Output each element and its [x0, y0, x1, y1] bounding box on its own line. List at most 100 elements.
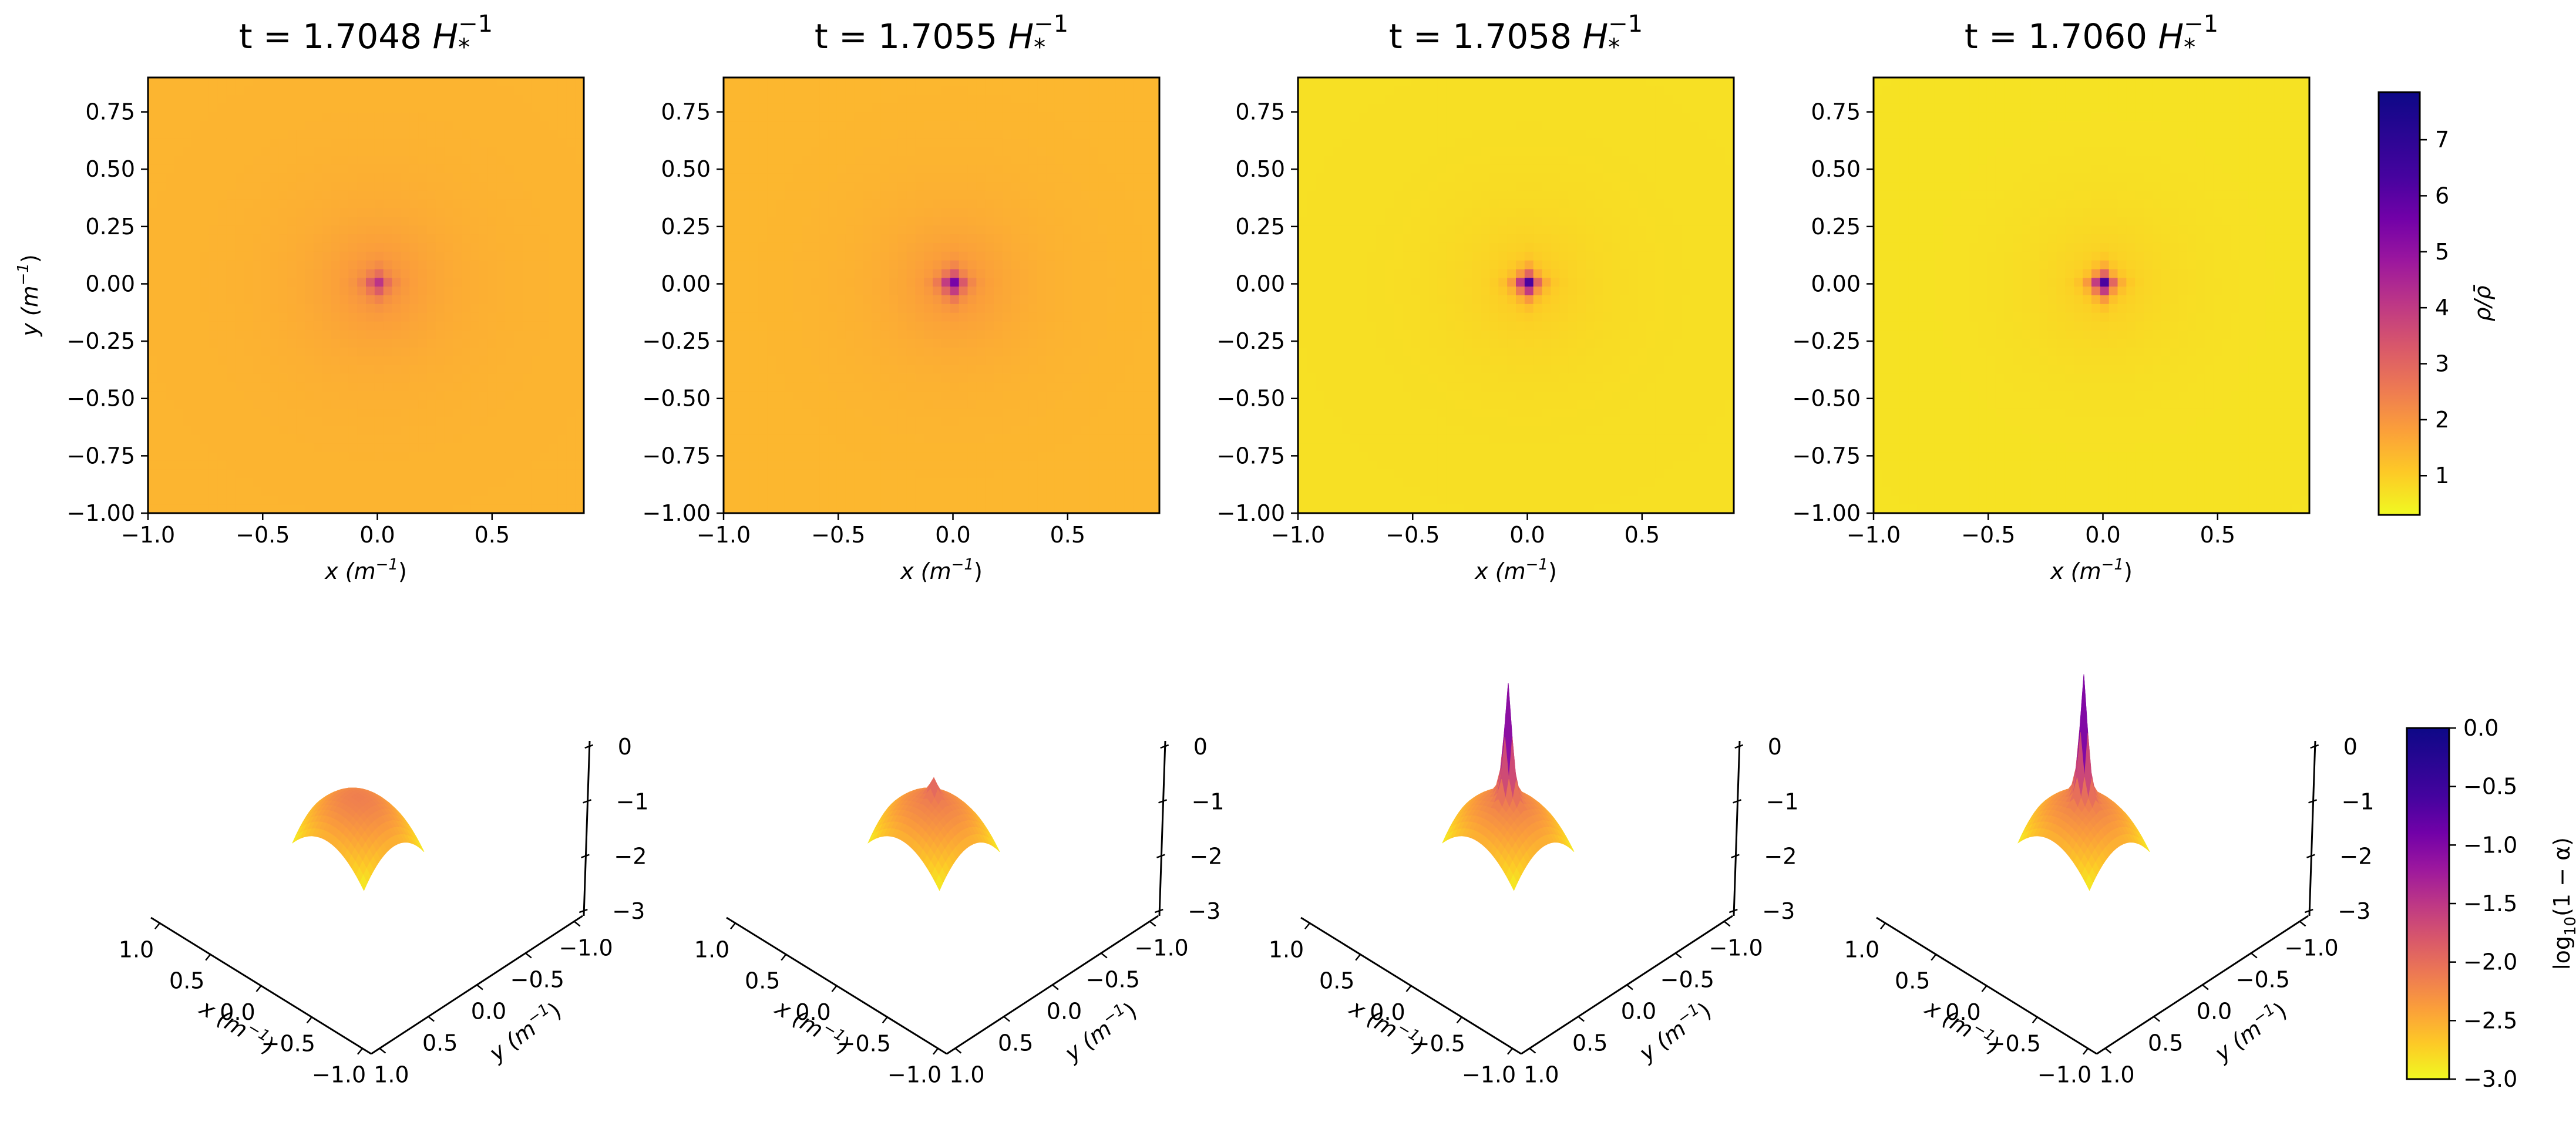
heatmap-cell — [950, 121, 960, 130]
heatmap-cell — [906, 103, 916, 113]
heatmap-cell — [156, 103, 166, 113]
heatmap-cell — [418, 487, 428, 497]
heatmap-cell — [496, 312, 506, 322]
heatmap-cell — [208, 86, 218, 96]
heatmap-cell — [1107, 373, 1117, 383]
heatmap-cell — [339, 130, 349, 139]
heatmap-cell — [1046, 156, 1055, 166]
heatmap-cell — [741, 242, 751, 252]
heatmap-cell — [409, 295, 419, 305]
heatmap-cell — [165, 417, 175, 427]
heatmap-cell — [1054, 426, 1064, 436]
heatmap-cell — [357, 504, 366, 514]
heatmap-cell — [418, 130, 428, 139]
heatmap-cell — [401, 251, 410, 261]
heatmap-cell — [1142, 251, 1151, 261]
heatmap-cell — [278, 190, 288, 200]
heatmap-cell — [863, 147, 873, 157]
heatmap-cell — [418, 356, 428, 366]
heatmap-cell — [453, 217, 463, 227]
heatmap-cell — [479, 373, 489, 383]
heatmap-cell — [470, 260, 480, 270]
heatmap-cell — [278, 452, 288, 461]
heatmap-cell — [505, 269, 515, 279]
heatmap-cell — [217, 487, 227, 497]
heatmap-cell — [470, 452, 480, 461]
heatmap-cell — [566, 130, 576, 139]
heatmap-cell — [863, 295, 873, 305]
heatmap-cell — [383, 217, 393, 227]
heatmap-cell — [418, 434, 428, 444]
heatmap-cell — [1142, 269, 1151, 279]
heatmap-cell — [724, 365, 733, 375]
heatmap-cell — [967, 295, 977, 305]
heatmap-cell — [959, 443, 968, 453]
heatmap-cell — [1020, 400, 1030, 409]
heatmap-cell — [1063, 225, 1073, 235]
heatmap-cell — [435, 260, 445, 270]
heatmap-cell — [784, 156, 794, 166]
heatmap-cell — [348, 103, 358, 113]
heatmap-cell — [1081, 321, 1091, 331]
heatmap-cell — [479, 504, 489, 514]
heatmap-cell — [1081, 287, 1091, 296]
heatmap-cell — [1028, 156, 1038, 166]
heatmap-cell — [1072, 496, 1082, 505]
heatmap-cell — [426, 225, 436, 235]
heatmap-cell — [278, 260, 288, 270]
heatmap-cell — [496, 86, 506, 96]
heatmap-cell — [435, 304, 445, 314]
heatmap-cell — [732, 496, 742, 505]
heatmap-cell — [409, 260, 419, 270]
heatmap-cell — [741, 156, 751, 166]
heatmap-cell — [183, 287, 192, 296]
heatmap-cell — [505, 95, 515, 105]
heatmap-cell — [531, 443, 541, 453]
heatmap-cell — [732, 348, 742, 357]
heatmap-cell — [418, 173, 428, 183]
heatmap-cell — [217, 469, 227, 479]
heatmap-cell — [915, 182, 925, 191]
heatmap-cell — [880, 496, 890, 505]
heatmap-cell — [1054, 77, 1064, 87]
heatmap-cell — [1133, 304, 1143, 314]
heatmap-cell — [505, 443, 515, 453]
heatmap-cell — [270, 417, 280, 427]
heatmap-cell — [811, 182, 820, 191]
heatmap-cell — [941, 199, 951, 209]
heatmap-cell — [1037, 487, 1047, 497]
heatmap-cell — [802, 443, 812, 453]
y-label-sup: −1 — [15, 263, 32, 285]
heatmap-cell — [819, 86, 829, 96]
heatmap-cell — [1063, 86, 1073, 96]
heatmap-cell — [793, 400, 803, 409]
heatmap-cell — [148, 208, 157, 218]
heatmap-cell — [426, 356, 436, 366]
heatmap-cell — [1115, 417, 1125, 427]
heatmap-cell — [208, 208, 218, 218]
heatmap-cell — [1002, 348, 1012, 357]
heatmap-cell — [994, 251, 1003, 261]
heatmap-cell — [828, 408, 838, 418]
heatmap-cell — [1054, 217, 1064, 227]
heatmap-cell — [183, 478, 192, 488]
heatmap-cell — [253, 443, 262, 453]
heatmap-cell — [487, 164, 497, 174]
heatmap-cell — [872, 287, 881, 296]
heatmap-cell — [566, 164, 576, 174]
heatmap-cell — [235, 408, 245, 418]
heatmap-cell — [732, 356, 742, 366]
heatmap-cell — [444, 199, 454, 209]
heatmap-cell — [244, 95, 253, 105]
heatmap-cell — [183, 443, 192, 453]
heatmap-cell — [985, 95, 994, 105]
heatmap-cell — [1124, 400, 1134, 409]
heatmap-cell — [915, 225, 925, 235]
heatmap-cell — [863, 199, 873, 209]
heatmap-cell — [444, 217, 454, 227]
heatmap-cell — [845, 365, 855, 375]
heatmap-cell — [383, 304, 393, 314]
heatmap-cell — [514, 260, 523, 270]
heatmap-cell — [1133, 77, 1143, 87]
heatmap-cell — [235, 278, 245, 287]
